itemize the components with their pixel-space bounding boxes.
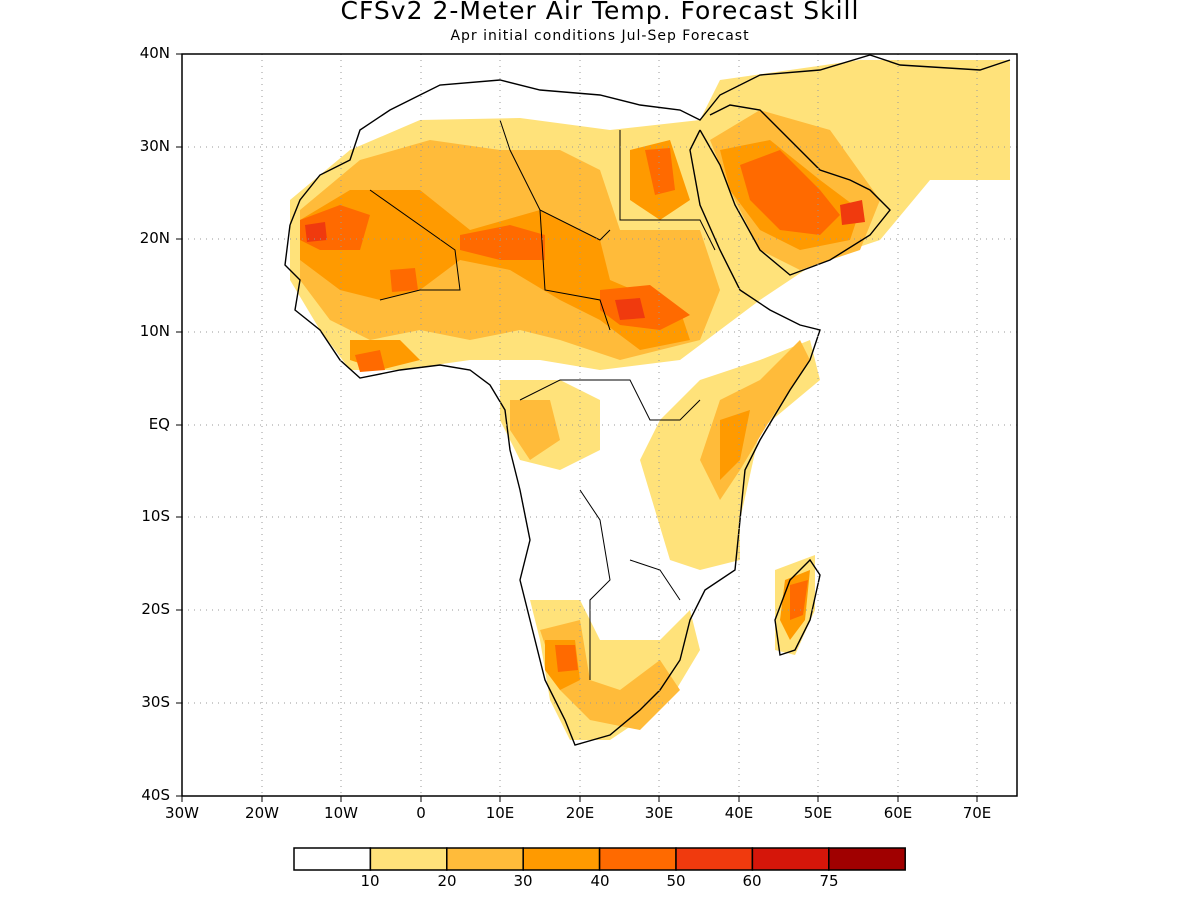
lat-label-40n: 40N: [139, 44, 170, 62]
lon-label-20w: 20W: [245, 804, 279, 822]
lat-label-20n: 20N: [139, 229, 170, 247]
colorbar-swatch: [675, 847, 754, 871]
lon-label-10w: 10W: [324, 804, 358, 822]
lon-label-50e: 50E: [803, 804, 833, 822]
colorbar-swatch: [446, 847, 524, 871]
lat-label-10n: 10N: [139, 322, 170, 340]
lat-label-20s: 20S: [141, 600, 170, 618]
lon-label-70e: 70E: [962, 804, 992, 822]
gridlines: [182, 54, 1017, 796]
lon-label-0: 0: [416, 804, 426, 822]
colorbar-label: 40: [590, 872, 610, 890]
colorbar-swatch: [828, 847, 906, 871]
lat-label-30s: 30S: [141, 693, 170, 711]
lat-label-40s: 40S: [141, 786, 170, 804]
axis-ticks: [176, 53, 978, 802]
colorbar-swatch: [751, 847, 830, 871]
colorbar-label: 50: [666, 872, 686, 890]
lon-label-40e: 40E: [724, 804, 754, 822]
colorbar: [293, 847, 906, 871]
colorbar-swatch: [598, 847, 677, 871]
lon-label-20e: 20E: [565, 804, 595, 822]
skill-50-60: [305, 200, 865, 320]
coastlines: [284, 54, 1011, 746]
colorbar-swatch: [293, 847, 372, 871]
lon-label-30e: 30E: [644, 804, 674, 822]
country-borders: [369, 119, 716, 680]
lat-label-eq: EQ: [148, 415, 170, 433]
chart-subtitle: Apr initial conditions Jul-Sep Forecast: [450, 28, 750, 44]
lon-label-10e: 10E: [485, 804, 515, 822]
chart-title: CFSv2 2-Meter Air Temp. Forecast Skill: [340, 0, 860, 25]
lon-label-60e: 60E: [883, 804, 913, 822]
colorbar-label: 20: [437, 872, 457, 890]
lon-label-30w: 30W: [165, 804, 199, 822]
colorbar-label: 60: [742, 872, 762, 890]
skill-shading: [290, 60, 1010, 740]
colorbar-swatch: [522, 847, 601, 871]
colorbar-swatch: [369, 847, 448, 871]
lat-label-10s: 10S: [141, 507, 170, 525]
lat-label-30n: 30N: [139, 137, 170, 155]
colorbar-label: 75: [819, 872, 839, 890]
colorbar-label: 30: [513, 872, 533, 890]
colorbar-label: 10: [360, 872, 380, 890]
